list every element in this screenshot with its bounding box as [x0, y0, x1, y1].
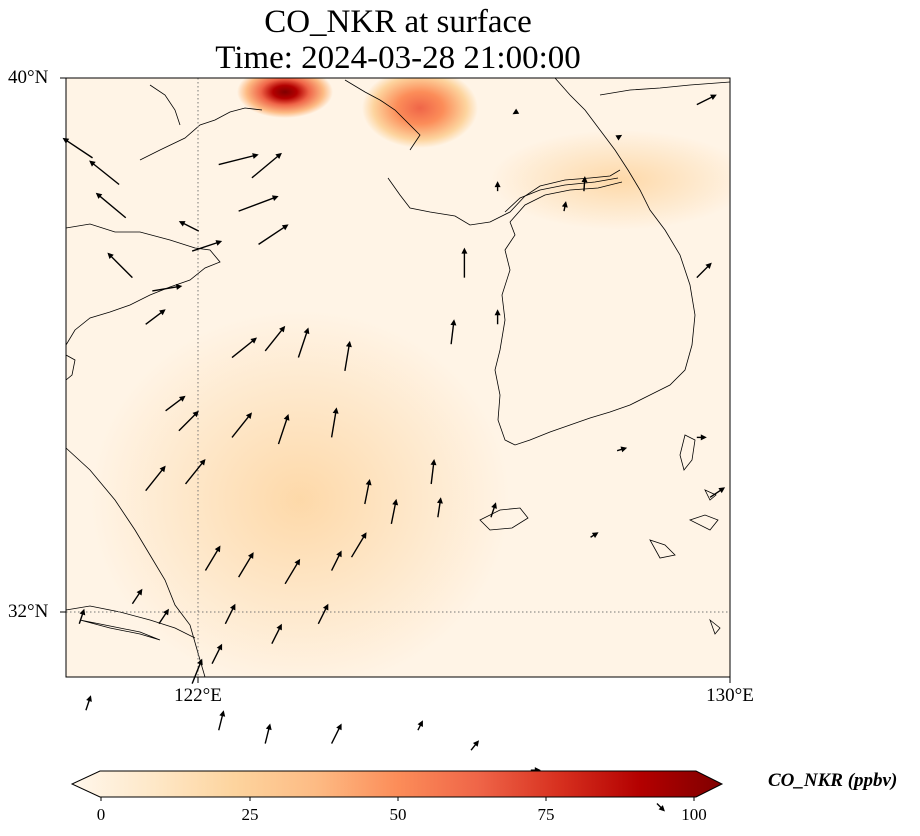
wind-vector — [85, 695, 92, 711]
wind-vector — [78, 608, 86, 624]
wind-vector — [211, 643, 223, 665]
colorbar-label-75: 75 — [537, 805, 555, 824]
concentration-field — [66, 78, 730, 677]
wind-vector — [430, 458, 437, 485]
gridlines — [66, 78, 730, 677]
wind-vector — [231, 337, 257, 359]
wind-vector — [330, 407, 339, 438]
wind-vector — [89, 160, 120, 186]
map-title-line1: CO_NKR at surface — [264, 4, 532, 40]
wind-vector — [330, 550, 342, 571]
wind-vector — [191, 240, 223, 252]
wind-vector — [581, 176, 588, 192]
wind-vector — [330, 723, 342, 744]
wind-vector — [264, 325, 286, 352]
wind-vector — [616, 446, 628, 453]
wind-vector — [231, 412, 252, 438]
map-title-line2: Time: 2024-03-28 21:00:00 — [215, 40, 581, 76]
coastlines — [66, 78, 730, 677]
lon-label-122e: 122°E — [174, 685, 222, 706]
wind-vector — [238, 195, 279, 212]
wind-vector — [470, 740, 480, 751]
wind-vector — [271, 623, 282, 645]
wind-vector — [158, 608, 169, 625]
wind-vector — [277, 414, 290, 445]
wind-vector — [251, 152, 282, 179]
wind-vector — [224, 603, 236, 625]
wind-vector — [390, 498, 399, 525]
wind-vector — [561, 201, 568, 212]
map-frame — [65, 77, 731, 678]
wind-vector — [494, 309, 501, 325]
colorbar-label-50: 50 — [389, 805, 407, 824]
wind-vector — [436, 497, 443, 518]
wind-vector — [204, 545, 221, 571]
wind-vector — [696, 94, 717, 106]
wind-vector — [615, 134, 623, 141]
wind-vector — [95, 192, 127, 219]
wind-vector — [184, 458, 206, 485]
wind-vector — [131, 588, 143, 605]
wind-vector — [152, 284, 183, 292]
wind-vector — [364, 478, 372, 505]
wind-vector — [417, 720, 423, 731]
wind-vector — [590, 532, 599, 538]
wind-vector — [145, 309, 166, 325]
wind-vector — [238, 552, 254, 578]
wind-vector — [218, 710, 226, 731]
wind-vector — [145, 465, 166, 492]
wind-vector — [165, 395, 186, 412]
wind-vector — [264, 723, 272, 744]
lat-label-40n: 40°N — [8, 67, 49, 88]
wind-vector — [494, 181, 501, 192]
wind-vector — [317, 603, 329, 625]
lon-label-130e: 130°E — [706, 685, 754, 706]
wind-vector — [461, 247, 468, 278]
colorbar-title: CO_NKR (ppbv) — [768, 770, 898, 791]
lat-label-32n: 32°N — [8, 601, 49, 622]
colorbar — [70, 770, 724, 801]
wind-vector — [297, 327, 310, 358]
wind-vector — [178, 410, 199, 432]
wind-vector — [450, 319, 457, 345]
colorbar-label-100: 100 — [681, 805, 707, 824]
wind-vector — [284, 558, 301, 585]
colorbar-bar — [70, 770, 724, 798]
wind-vector — [709, 487, 726, 498]
wind-vector — [350, 532, 367, 558]
colorbar-label-25: 25 — [241, 805, 259, 824]
wind-vector — [218, 153, 259, 166]
wind-vector — [107, 252, 133, 279]
wind-vector — [490, 502, 497, 518]
wind-vector — [696, 262, 712, 279]
wind-vector — [512, 108, 520, 115]
colorbar-label-0: 0 — [96, 805, 106, 824]
wind-vector — [656, 802, 665, 812]
wind-vector — [258, 224, 289, 245]
wind-vector — [696, 434, 707, 441]
wind-vector — [178, 221, 200, 232]
wind-vector — [344, 340, 352, 371]
wind-vector — [191, 658, 203, 684]
